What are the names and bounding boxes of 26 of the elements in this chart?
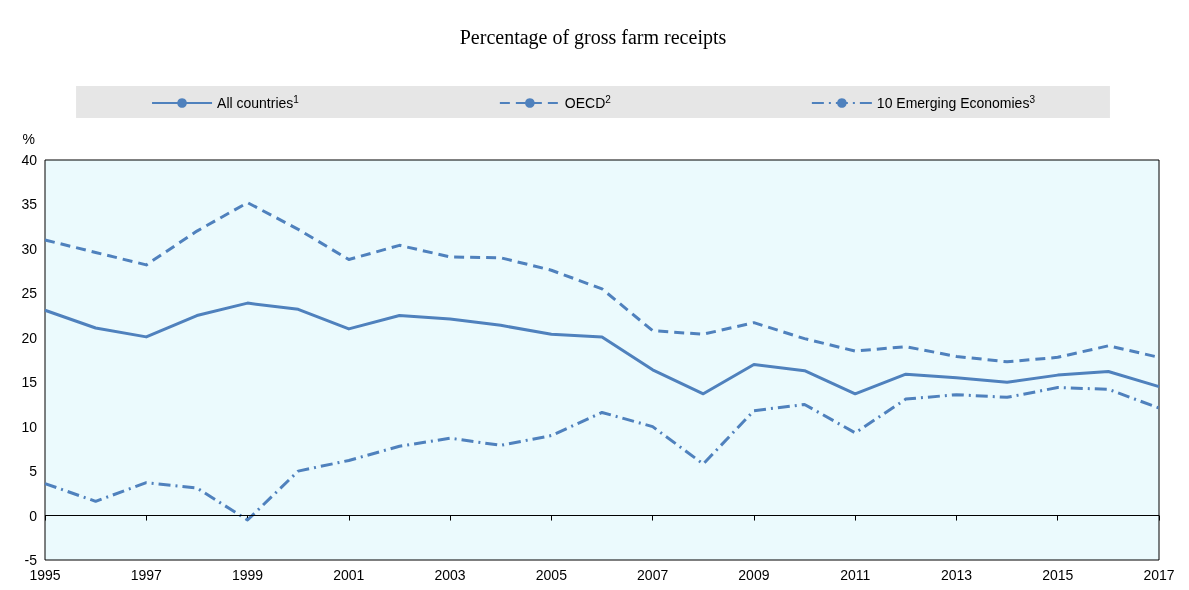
y-tick-label: 15 [21, 374, 38, 391]
x-tick-label: 2013 [940, 567, 973, 583]
x-tick-label: 1999 [231, 567, 264, 583]
y-tick-label: 30 [21, 240, 38, 257]
x-tick-label: 2001 [333, 567, 365, 583]
x-tick-label: 2003 [434, 567, 466, 583]
y-tick-label: 25 [21, 285, 38, 302]
x-tick-label: 2011 [840, 567, 871, 583]
y-axis-title: % [22, 131, 35, 147]
x-tick-label: 2005 [535, 567, 568, 583]
x-tick-label: 2017 [1143, 567, 1175, 583]
chart-title: Percentage of gross farm receipts [459, 26, 727, 49]
y-tick-label: 10 [21, 418, 38, 435]
line-series [43, 301, 1161, 396]
x-tick-label: 2009 [738, 567, 770, 583]
y-tick-label: 40 [21, 152, 38, 168]
x-tick-label: 2007 [637, 567, 669, 583]
y-tick-label: 5 [29, 463, 38, 480]
y-tick-label: 0 [29, 507, 38, 524]
y-tick-label: 20 [21, 329, 38, 346]
x-tick-label: 1995 [29, 567, 61, 583]
y-tick-label: -5 [24, 552, 38, 568]
x-tick-label: 1997 [130, 567, 163, 583]
line-series [43, 386, 1161, 522]
y-tick-label: 35 [21, 196, 38, 213]
x-tick-label: 2015 [1042, 567, 1074, 583]
